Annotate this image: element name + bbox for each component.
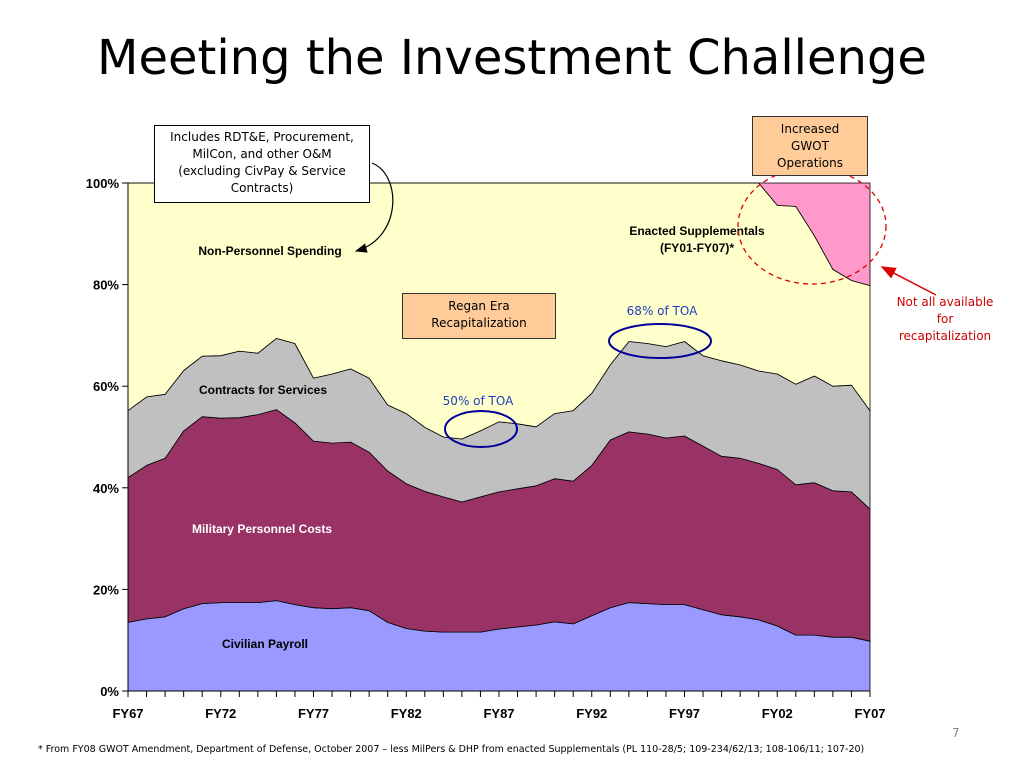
slide-title: Meeting the Investment Challenge <box>97 30 927 86</box>
page-number: 7 <box>952 726 960 740</box>
toa68-ellipse <box>608 323 712 359</box>
series-label-0: Civilian Payroll <box>222 637 308 651</box>
footnote: * From FY08 GWOT Amendment, Department o… <box>38 744 865 755</box>
toa68-label: 68% of TOA <box>627 304 698 318</box>
regan-callout-text: Regan Era Recapitalization <box>431 299 527 330</box>
y-tick-label: 100% <box>86 176 120 191</box>
y-tick-label: 0% <box>100 684 119 699</box>
y-tick-label: 60% <box>93 379 119 394</box>
x-tick-label: FY97 <box>669 706 700 721</box>
x-tick-label: FY82 <box>391 706 422 721</box>
y-tick-label: 80% <box>93 278 119 293</box>
nonpersonnel-arrow <box>354 162 394 253</box>
includes-callout-box: Includes RDT&E, Procurement, MilCon, and… <box>154 125 370 203</box>
y-tick-label: 20% <box>93 582 119 597</box>
gwot-callout-text: Increased GWOT Operations <box>777 122 843 170</box>
toa50-label: 50% of TOA <box>443 394 514 408</box>
x-tick-label: FY87 <box>483 706 514 721</box>
includes-callout-text: Includes RDT&E, Procurement, MilCon, and… <box>170 130 354 195</box>
gwot-callout-box: Increased GWOT Operations <box>752 116 868 176</box>
not-available-note: Not all available for recapitalization <box>896 295 994 343</box>
x-tick-label: FY67 <box>112 706 143 721</box>
series-label-4-line1: Enacted Supplementals <box>629 224 765 238</box>
toa50-ellipse <box>444 410 518 448</box>
not-available-arrow <box>880 266 937 296</box>
gwot-red-ellipse <box>737 167 887 285</box>
series-label-1: Military Personnel Costs <box>192 522 332 536</box>
x-tick-label: FY77 <box>298 706 329 721</box>
series-label-2: Contracts for Services <box>199 383 327 397</box>
x-tick-label: FY72 <box>205 706 236 721</box>
series-label-4-line2: (FY01-FY07)* <box>660 241 734 255</box>
y-tick-label: 40% <box>93 481 119 496</box>
series-label-3: Non-Personnel Spending <box>198 244 341 258</box>
x-tick-label: FY92 <box>576 706 607 721</box>
series-area-4 <box>127 182 871 286</box>
x-tick-label: FY02 <box>762 706 793 721</box>
regan-callout-box: Regan Era Recapitalization <box>402 293 556 339</box>
x-tick-label: FY07 <box>854 706 885 721</box>
